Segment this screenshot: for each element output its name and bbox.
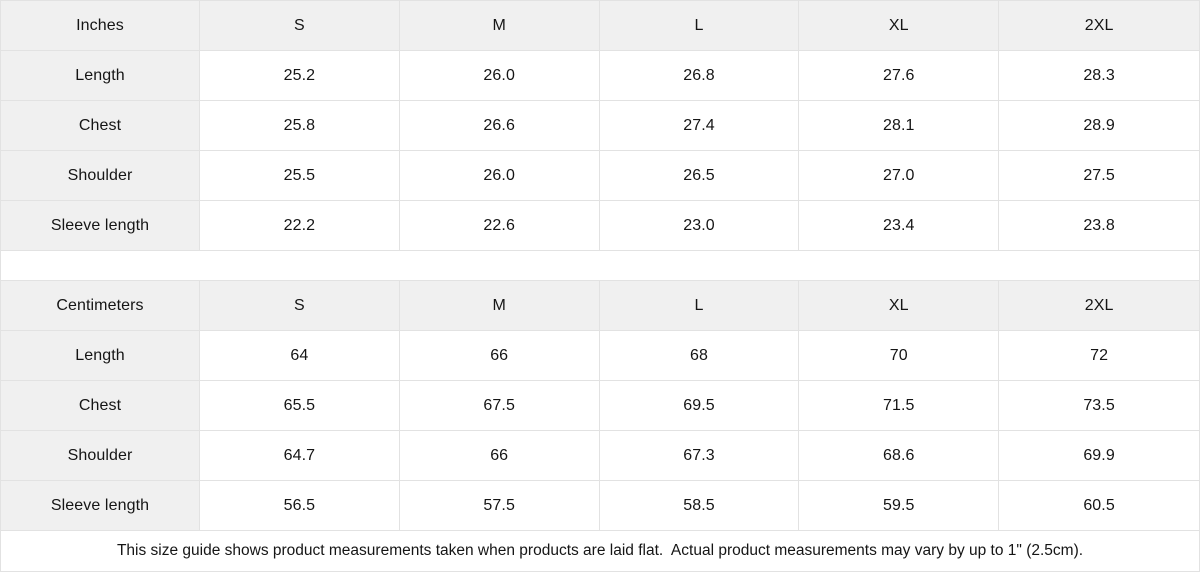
- size-header-cell: L: [599, 281, 800, 330]
- value-cell: 28.1: [799, 101, 1000, 150]
- value-cell: 25.8: [200, 101, 400, 150]
- value-cell: 57.5: [399, 481, 600, 530]
- row-label-cell: Sleeve length: [1, 481, 200, 530]
- centimeters-header-row: Centimeters S M L XL 2XL: [1, 281, 1199, 331]
- table-row: Shoulder 25.5 26.0 26.5 27.0 27.5: [1, 151, 1199, 201]
- size-header-cell: 2XL: [999, 281, 1199, 330]
- size-header-cell: XL: [799, 1, 1000, 50]
- unit-header-cell: Centimeters: [1, 281, 200, 330]
- size-header-cell: XL: [799, 281, 1000, 330]
- value-cell: 26.5: [599, 151, 800, 200]
- value-cell: 25.2: [200, 51, 400, 100]
- table-row: Chest 65.5 67.5 69.5 71.5 73.5: [1, 381, 1199, 431]
- value-cell: 56.5: [200, 481, 400, 530]
- table-row: Chest 25.8 26.6 27.4 28.1 28.9: [1, 101, 1199, 151]
- value-cell: 25.5: [200, 151, 400, 200]
- value-cell: 68.6: [799, 431, 1000, 480]
- value-cell: 72: [999, 331, 1199, 380]
- value-cell: 23.8: [999, 201, 1199, 250]
- value-cell: 23.0: [599, 201, 800, 250]
- table-row: Sleeve length 22.2 22.6 23.0 23.4 23.8: [1, 201, 1199, 251]
- value-cell: 27.5: [999, 151, 1199, 200]
- row-label-cell: Shoulder: [1, 151, 200, 200]
- value-cell: 71.5: [799, 381, 1000, 430]
- value-cell: 64: [200, 331, 400, 380]
- inches-header-row: Inches S M L XL 2XL: [1, 1, 1199, 51]
- size-table-centimeters: Centimeters S M L XL 2XL Length 64 66 68…: [1, 281, 1199, 531]
- row-label-cell: Shoulder: [1, 431, 200, 480]
- value-cell: 26.6: [399, 101, 600, 150]
- table-row: Length 64 66 68 70 72: [1, 331, 1199, 381]
- table-row: Sleeve length 56.5 57.5 58.5 59.5 60.5: [1, 481, 1199, 531]
- value-cell: 28.9: [999, 101, 1199, 150]
- value-cell: 26.0: [399, 51, 600, 100]
- value-cell: 73.5: [999, 381, 1199, 430]
- size-header-cell: 2XL: [999, 1, 1199, 50]
- value-cell: 69.5: [599, 381, 800, 430]
- table-gap: [1, 251, 1199, 281]
- value-cell: 26.8: [599, 51, 800, 100]
- value-cell: 67.3: [599, 431, 800, 480]
- size-table-inches: Inches S M L XL 2XL Length 25.2 26.0 26.…: [1, 1, 1199, 251]
- value-cell: 28.3: [999, 51, 1199, 100]
- row-label-cell: Length: [1, 51, 200, 100]
- value-cell: 27.4: [599, 101, 800, 150]
- value-cell: 59.5: [799, 481, 1000, 530]
- value-cell: 27.0: [799, 151, 1000, 200]
- table-row: Shoulder 64.7 66 67.3 68.6 69.9: [1, 431, 1199, 481]
- value-cell: 26.0: [399, 151, 600, 200]
- row-label-cell: Length: [1, 331, 200, 380]
- value-cell: 66: [399, 331, 600, 380]
- value-cell: 65.5: [200, 381, 400, 430]
- unit-header-cell: Inches: [1, 1, 200, 50]
- value-cell: 67.5: [399, 381, 600, 430]
- row-label-cell: Chest: [1, 101, 200, 150]
- value-cell: 58.5: [599, 481, 800, 530]
- value-cell: 68: [599, 331, 800, 380]
- footer-note: This size guide shows product measuremen…: [1, 531, 1199, 571]
- value-cell: 60.5: [999, 481, 1199, 530]
- value-cell: 22.2: [200, 201, 400, 250]
- row-label-cell: Sleeve length: [1, 201, 200, 250]
- value-cell: 66: [399, 431, 600, 480]
- value-cell: 23.4: [799, 201, 1000, 250]
- size-header-cell: L: [599, 1, 800, 50]
- value-cell: 22.6: [399, 201, 600, 250]
- size-header-cell: S: [200, 281, 400, 330]
- size-header-cell: M: [399, 1, 600, 50]
- size-header-cell: M: [399, 281, 600, 330]
- value-cell: 70: [799, 331, 1000, 380]
- size-header-cell: S: [200, 1, 400, 50]
- row-label-cell: Chest: [1, 381, 200, 430]
- table-row: Length 25.2 26.0 26.8 27.6 28.3: [1, 51, 1199, 101]
- value-cell: 27.6: [799, 51, 1000, 100]
- value-cell: 64.7: [200, 431, 400, 480]
- value-cell: 69.9: [999, 431, 1199, 480]
